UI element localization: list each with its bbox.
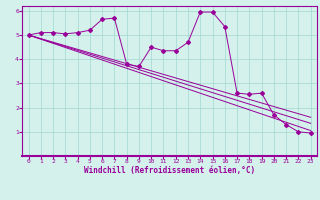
X-axis label: Windchill (Refroidissement éolien,°C): Windchill (Refroidissement éolien,°C) — [84, 166, 255, 175]
